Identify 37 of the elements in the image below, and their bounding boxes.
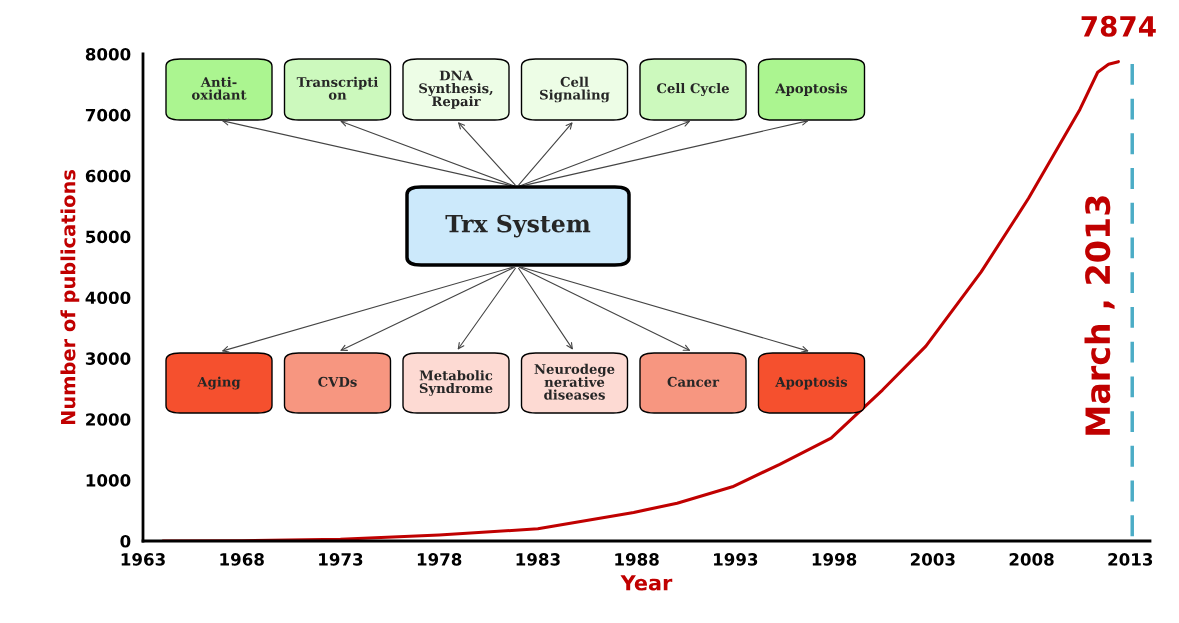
annotation: Neurodege nerative diseases [534, 363, 615, 400]
annotation: Metabolic Syndrome [419, 370, 493, 396]
annotation: Cell Signaling [539, 76, 610, 103]
x-tick-label: 1963 [121, 553, 165, 566]
y-tick-label: 6000 [85, 169, 131, 183]
x-axis-title: Year [620, 575, 673, 591]
annotation: Trx System [445, 214, 591, 238]
x-tick-label: 1998 [812, 553, 857, 566]
y-tick-label: 0 [120, 534, 131, 548]
x-tick-label: 2008 [1009, 553, 1054, 566]
x-tick-label: 1978 [417, 553, 462, 566]
y-tick-label: 3000 [85, 352, 131, 365]
y-tick-label: 7000 [85, 108, 131, 122]
y-axis-title: Number of publications [60, 170, 80, 425]
annotation: Transcripti on [296, 76, 379, 100]
ref-line-label: March , 2013 [1084, 196, 1115, 435]
y-tick-label: 5000 [86, 230, 131, 244]
x-tick-label: 2013 [1108, 553, 1153, 566]
annotation: Apoptosis [775, 376, 848, 390]
y-tick-label: 4000 [85, 291, 131, 305]
y-tick-label: 2000 [86, 413, 131, 426]
y-tick-label: 8000 [85, 47, 131, 61]
annotation: DNA Synthesis, Repair [419, 70, 493, 109]
x-tick-label: 1988 [615, 553, 659, 566]
x-tick-label: 1993 [714, 553, 758, 566]
x-tick-label: 2003 [910, 553, 955, 566]
x-tick-label: 1968 [220, 553, 264, 566]
annotation: 7874 [1081, 15, 1156, 37]
annotation: Apoptosis [775, 83, 848, 96]
x-tick-label: 1983 [516, 553, 560, 566]
annotation: CVDs [318, 376, 357, 387]
annotation: Aging [197, 376, 241, 390]
annotation: Anti- oxidant [191, 76, 247, 100]
annotation: Cell Cycle [656, 83, 729, 96]
annotation: Cancer [667, 376, 720, 387]
y-tick-label: 1000 [86, 474, 131, 487]
x-tick-label: 1973 [319, 553, 363, 566]
